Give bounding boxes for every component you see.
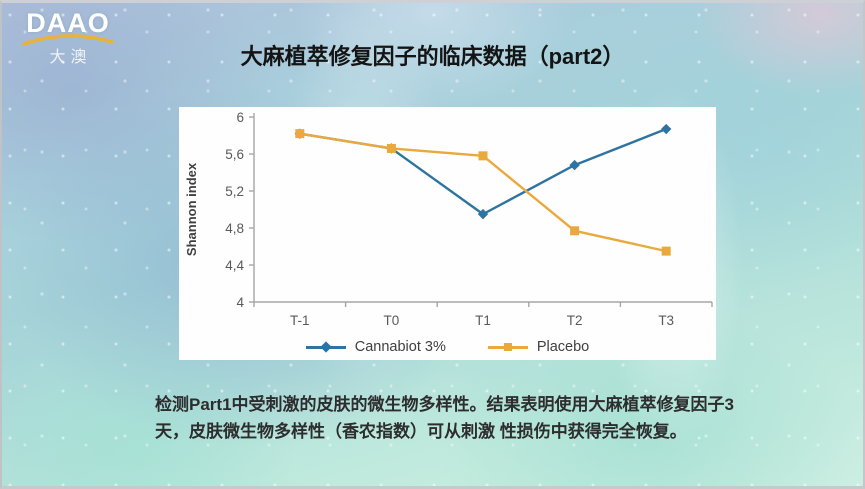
logo-arc-icon <box>22 34 114 46</box>
caption-line-2: 天，皮肤微生物多样性（香农指数）可从刺激 性损伤中获得完全恢复。 <box>155 422 687 441</box>
svg-text:T3: T3 <box>658 313 674 328</box>
legend-item-cannabiot: Cannabiot 3% <box>305 339 446 355</box>
logo-wordmark: DAAO <box>26 8 110 38</box>
logo-chinese-name: 大澳 <box>49 49 92 66</box>
svg-text:4: 4 <box>236 295 244 310</box>
svg-text:4,8: 4,8 <box>225 221 244 236</box>
daao-logo: DAAO 大澳 <box>18 9 118 67</box>
svg-text:Shannon index: Shannon index <box>184 162 199 256</box>
placebo-line-marker-icon <box>487 345 528 349</box>
svg-text:5,2: 5,2 <box>225 184 244 199</box>
svg-text:5,6: 5,6 <box>225 147 244 162</box>
slide-title: 大麻植萃修复因子的临床数据（part2） <box>240 44 625 69</box>
caption-text: 检测Part1中受刺激的皮肤的微生物多样性。结果表明使用大麻植萃修复因子3 天，… <box>155 391 734 445</box>
chart-panel: 4 4,4 4,8 5,2 5,6 6 T-1 T0 T1 T2 T3 Shannon index C… <box>179 107 716 360</box>
svg-text:T1: T1 <box>475 313 491 328</box>
line-chart: 4 4,4 4,8 5,2 5,6 6 T-1 T0 T1 T2 T3 Shannon index <box>184 110 713 328</box>
caption-line-1: 检测Part1中受刺激的皮肤的微生物多样性。结果表明使用大麻植萃修复因子3 <box>155 395 734 414</box>
svg-text:T-1: T-1 <box>290 313 310 328</box>
cannabiot-line-marker-icon <box>305 345 346 349</box>
svg-text:4,4: 4,4 <box>225 258 244 273</box>
legend-label-placebo: Placebo <box>536 339 590 355</box>
chart-legend: Cannabiot 3% Placebo <box>179 339 716 355</box>
legend-item-placebo: Placebo <box>487 339 590 355</box>
legend-label-cannabiot: Cannabiot 3% <box>354 339 446 355</box>
svg-text:T2: T2 <box>567 313 583 328</box>
svg-text:6: 6 <box>236 110 244 125</box>
svg-text:T0: T0 <box>384 313 400 328</box>
